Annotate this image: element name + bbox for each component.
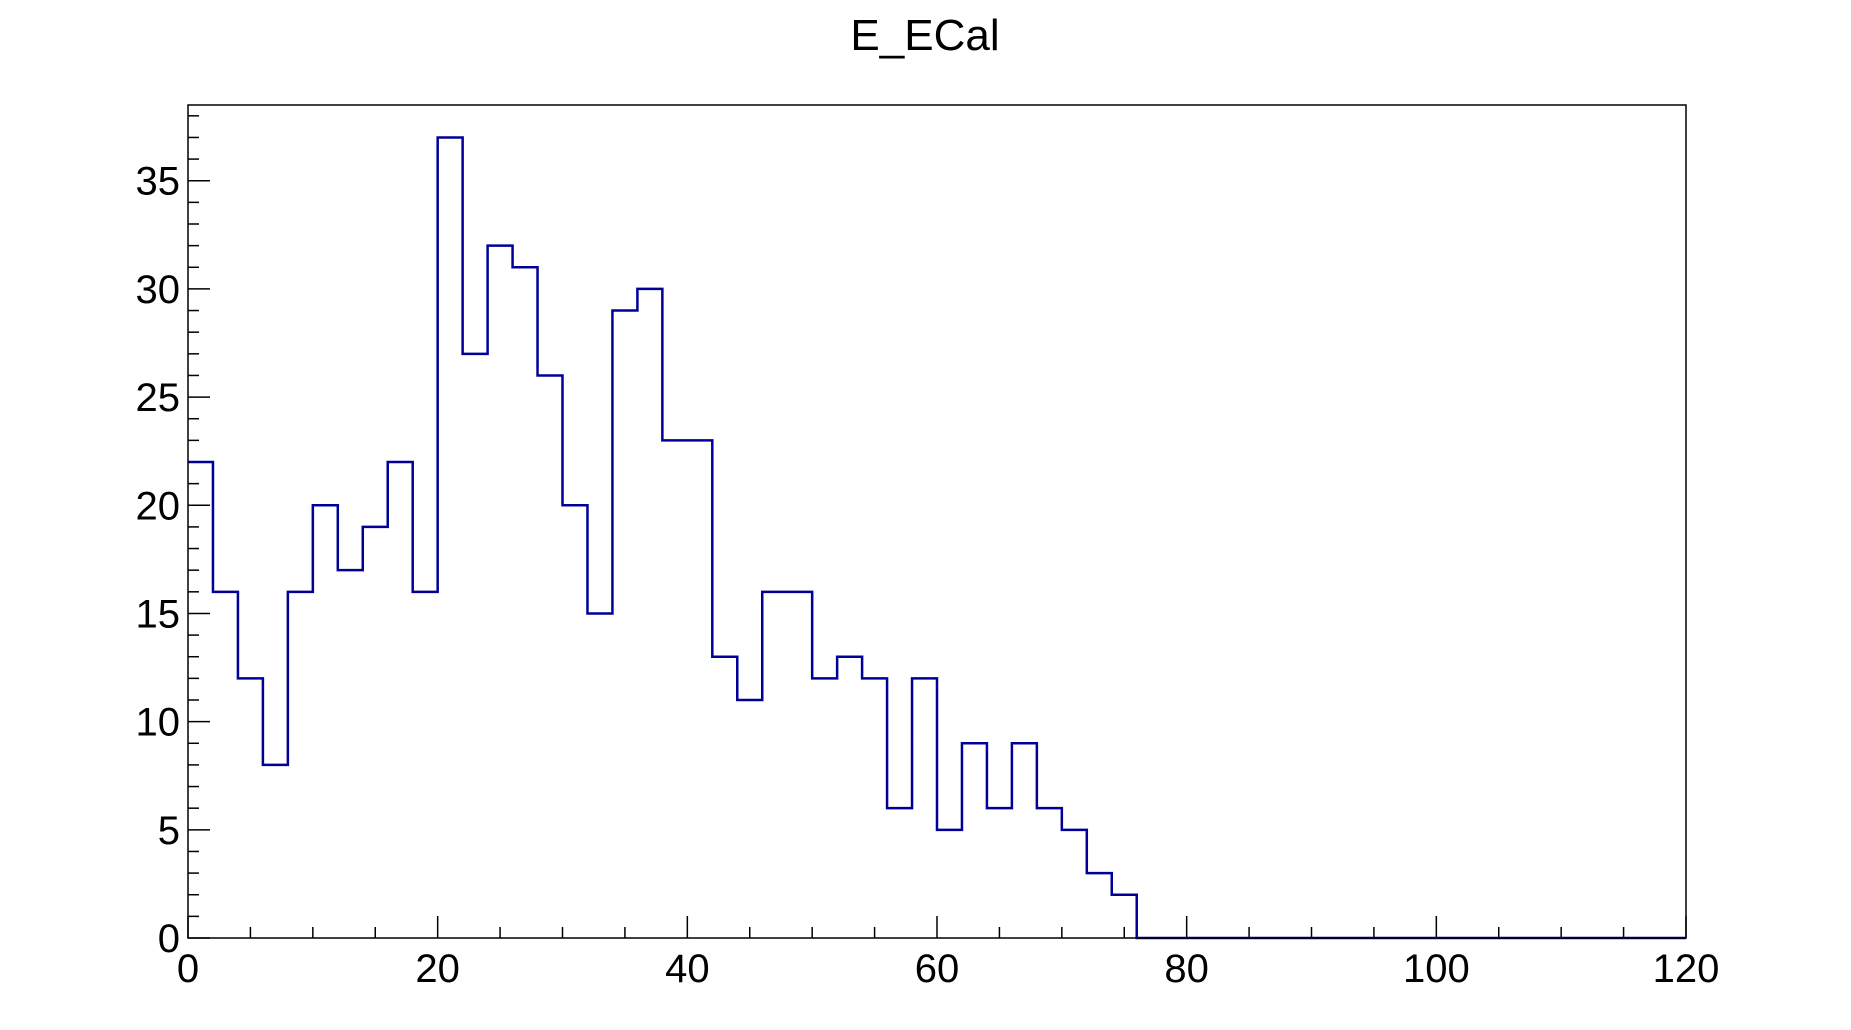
plot-frame bbox=[187, 104, 1687, 939]
y-tick-label: 20 bbox=[136, 484, 181, 528]
y-tick-label: 35 bbox=[136, 160, 181, 204]
tick-labels: 0 20 40 60 80 100 120 0 5 10 15 20 25 30 35 bbox=[136, 160, 1720, 991]
y-tick-label: 5 bbox=[158, 809, 180, 853]
x-tick-label: 0 bbox=[177, 947, 199, 991]
y-tick-label: 15 bbox=[136, 592, 181, 636]
y-tick-label: 0 bbox=[158, 917, 180, 961]
y-tick-label: 10 bbox=[136, 701, 181, 745]
x-tick-label: 100 bbox=[1403, 947, 1470, 991]
y-tick-label: 25 bbox=[136, 376, 181, 420]
x-tick-label: 20 bbox=[415, 947, 460, 991]
y-tick-label: 30 bbox=[136, 268, 181, 312]
chart-title: E_ECal bbox=[850, 11, 999, 60]
x-tick-label: 80 bbox=[1164, 947, 1209, 991]
x-tick-label: 120 bbox=[1653, 947, 1720, 991]
x-tick-label: 40 bbox=[665, 947, 710, 991]
histogram-line bbox=[188, 136, 1686, 940]
x-tick-label: 60 bbox=[915, 947, 960, 991]
